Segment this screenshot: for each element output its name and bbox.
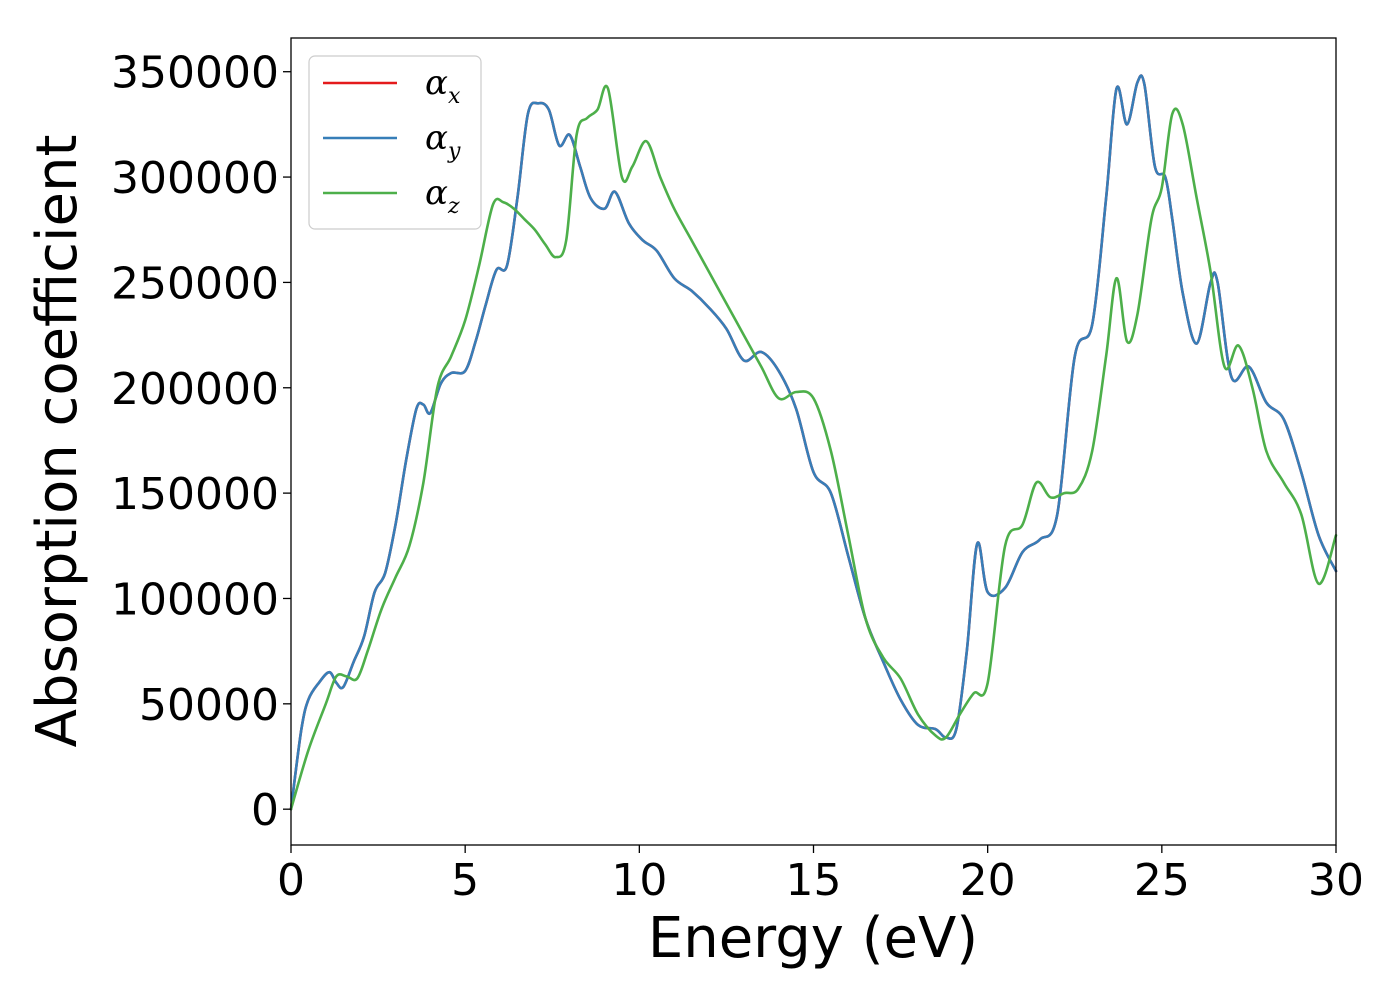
x-tick-label: 30 <box>1308 855 1364 906</box>
y-axis-label: Absorption coefficient <box>25 135 90 748</box>
x-tick-label: 20 <box>960 855 1016 906</box>
y-tick-label: 250000 <box>111 258 279 309</box>
x-axis-label: Energy (eV) <box>648 906 978 971</box>
x-axis: 0 5 10 15 20 25 30 <box>277 845 1364 906</box>
x-tick-label: 5 <box>451 855 479 906</box>
y-tick-label: 0 <box>251 785 279 836</box>
y-tick-label: 200000 <box>111 364 279 415</box>
x-tick-label: 25 <box>1134 855 1190 906</box>
series-layer <box>289 74 1338 811</box>
y-tick-label: 50000 <box>139 680 279 731</box>
x-tick-label: 0 <box>277 855 305 906</box>
legend: αx αy αz <box>308 55 482 230</box>
y-axis: 0 50000 100000 150000 200000 250000 300000 3500… <box>111 48 291 836</box>
legend-label-x: αx <box>425 63 461 109</box>
y-tick-label: 100000 <box>111 574 279 625</box>
y-tick-label: 350000 <box>111 48 279 99</box>
y-tick-label: 300000 <box>111 153 279 204</box>
series-line-y <box>289 74 1338 811</box>
series-line-z <box>289 84 1338 811</box>
y-tick-label: 150000 <box>111 469 279 520</box>
legend-label-z: αz <box>425 173 460 219</box>
x-tick-label: 10 <box>611 855 667 906</box>
legend-label-y: αy <box>425 118 461 164</box>
legend-box <box>308 55 482 230</box>
x-tick-label: 15 <box>786 855 842 906</box>
